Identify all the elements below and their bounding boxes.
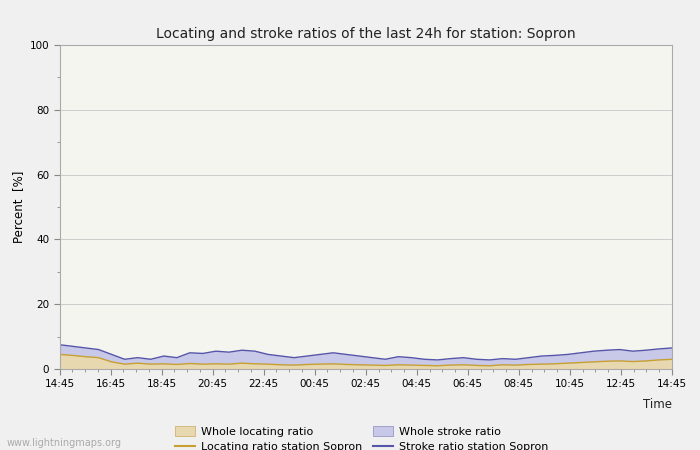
Y-axis label: Percent  [%]: Percent [%] <box>13 171 25 243</box>
Title: Locating and stroke ratios of the last 24h for station: Sopron: Locating and stroke ratios of the last 2… <box>156 27 575 41</box>
Legend: Whole locating ratio, Locating ratio station Sopron, Whole stroke ratio, Stroke : Whole locating ratio, Locating ratio sta… <box>175 427 548 450</box>
Text: Time: Time <box>643 398 672 411</box>
Text: www.lightningmaps.org: www.lightningmaps.org <box>7 438 122 448</box>
